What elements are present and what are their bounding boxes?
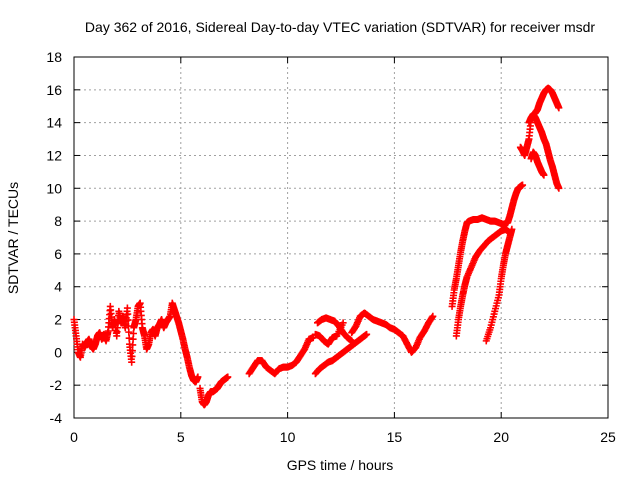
- y-tick-label: -2: [50, 377, 63, 393]
- y-tick-label: 4: [54, 279, 62, 295]
- data-point: [429, 312, 437, 320]
- data-point: [555, 184, 563, 192]
- y-tick-label: 0: [54, 344, 62, 360]
- y-tick-label: 18: [46, 49, 62, 65]
- x-tick-label: 0: [70, 429, 78, 445]
- x-tick-label: 10: [280, 429, 296, 445]
- data-point: [125, 334, 133, 342]
- x-axis-label: GPS time / hours: [287, 457, 394, 473]
- y-tick-label: 16: [46, 82, 62, 98]
- y-tick-label: 10: [46, 180, 62, 196]
- y-tick-label: 6: [54, 246, 62, 262]
- data-point: [339, 319, 347, 327]
- data-point: [540, 171, 548, 179]
- data-point: [123, 304, 131, 312]
- data-point: [124, 316, 132, 324]
- x-tick-label: 25: [600, 429, 616, 445]
- y-axis-label: SDTVAR / TECUs: [5, 182, 21, 294]
- data-point: [348, 337, 356, 345]
- data-points: [70, 84, 563, 409]
- data-point: [224, 373, 232, 381]
- x-tick-label: 15: [387, 429, 403, 445]
- data-point: [194, 373, 202, 381]
- y-tick-label: 8: [54, 213, 62, 229]
- data-point: [519, 181, 527, 189]
- axis-ticks: 0 5 10 15 20 25 -4 -2 0 2 4 6 8 10 12 14 16 18: [46, 49, 616, 445]
- grid-lines: [74, 57, 608, 418]
- x-tick-label: 20: [493, 429, 509, 445]
- y-tick-label: 12: [46, 147, 62, 163]
- y-tick-label: 2: [54, 312, 62, 328]
- y-tick-label: -4: [50, 410, 63, 426]
- y-tick-label: 14: [46, 115, 62, 131]
- chart-title: Day 362 of 2016, Sidereal Day-to-day VTE…: [85, 19, 595, 35]
- data-point: [125, 328, 133, 336]
- x-tick-label: 5: [177, 429, 185, 445]
- plot-frame: [73, 56, 609, 419]
- data-point: [124, 310, 132, 318]
- data-point: [555, 104, 563, 112]
- data-point: [508, 225, 516, 233]
- data-point: [363, 330, 371, 338]
